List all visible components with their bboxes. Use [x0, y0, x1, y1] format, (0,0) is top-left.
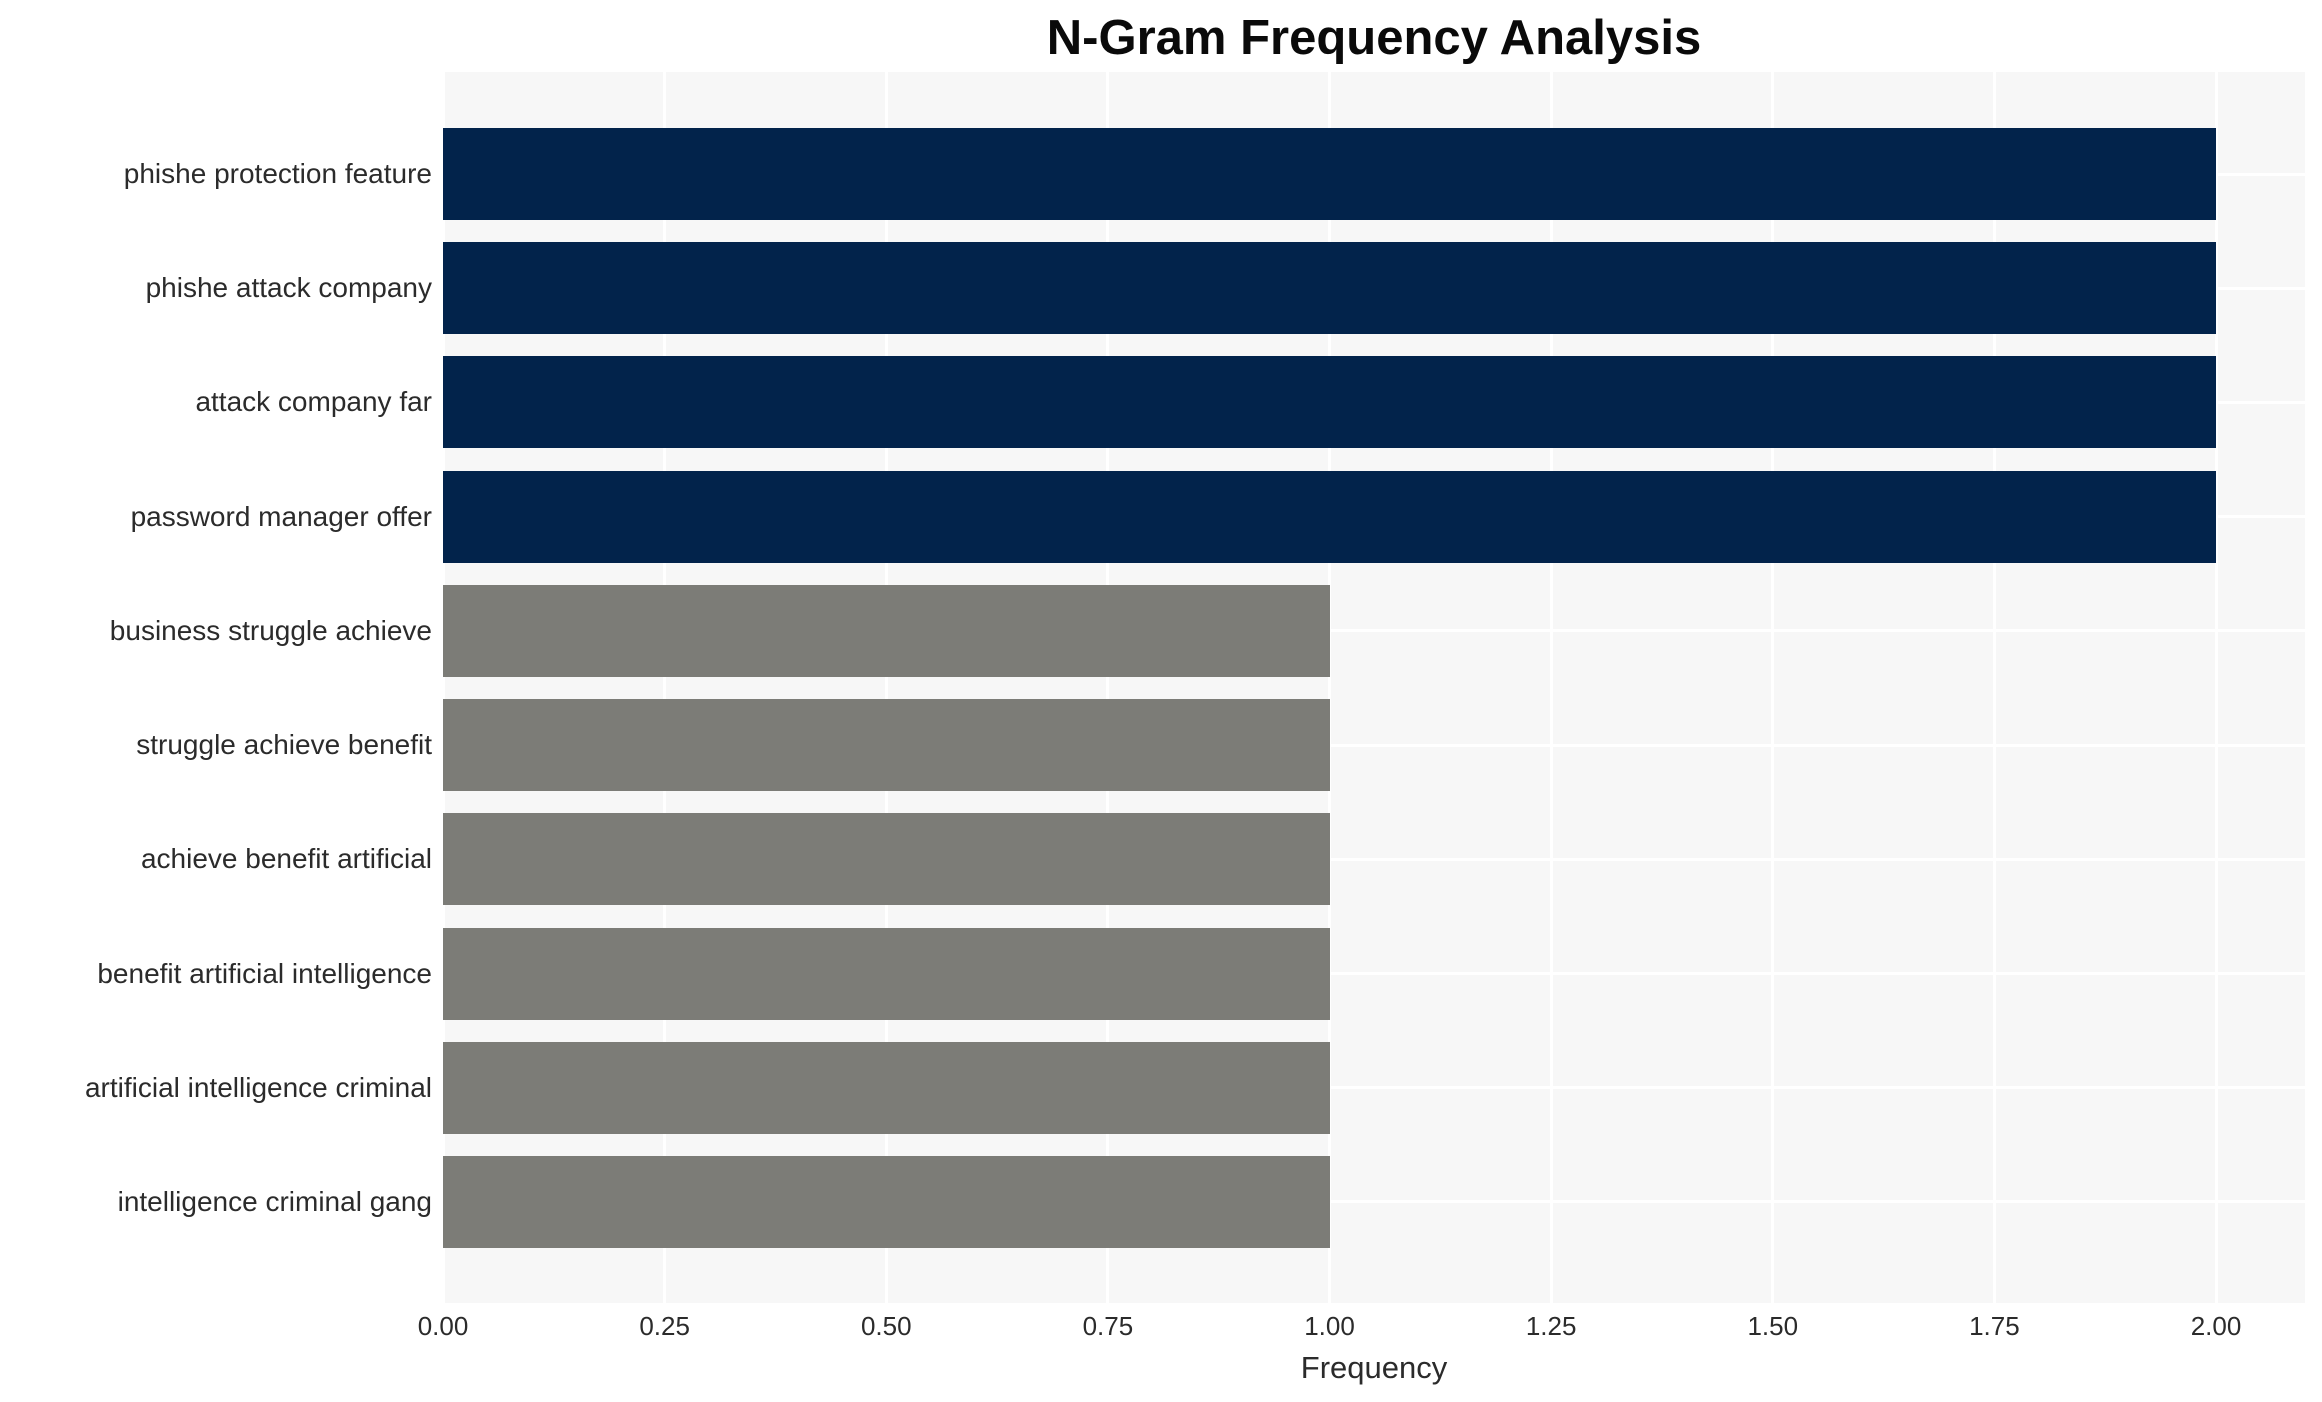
vertical-gridline	[2214, 72, 2218, 1303]
bar	[443, 1155, 1330, 1248]
vertical-gridline	[441, 72, 445, 1303]
horizontal-gridline	[443, 743, 2305, 747]
category-label: artificial intelligence criminal	[84, 1071, 432, 1103]
x-tick-label: 1.00	[1304, 1311, 1355, 1341]
bar	[443, 356, 2216, 449]
x-tick-label: 2.00	[2190, 1311, 2242, 1341]
vertical-gridline	[663, 72, 667, 1303]
category-label: phishe protection feature	[123, 158, 432, 189]
bar	[443, 242, 2216, 335]
x-axis-label: Frequency	[1300, 1350, 1448, 1385]
bar	[443, 699, 1330, 792]
vertical-gridline	[1106, 72, 1110, 1303]
x-tick-label: 0.25	[639, 1311, 690, 1341]
x-tick-label: 0.00	[417, 1311, 469, 1341]
chart-title: N-Gram Frequency Analysis	[1046, 11, 1702, 65]
category-label: intelligence criminal gang	[117, 1185, 432, 1217]
bar	[443, 584, 1330, 677]
category-label: phishe attack company	[145, 272, 432, 304]
x-tick-label: 1.75	[1969, 1311, 2020, 1341]
horizontal-gridline	[443, 972, 2305, 976]
vertical-gridline	[1992, 72, 1996, 1303]
bar	[443, 128, 2216, 220]
bar	[443, 927, 1330, 1020]
x-axis-tick-labels: 0.00 0.25 0.50 0.75 1.00 1.25 1.50 1.75 2.00	[418, 1311, 2305, 1343]
category-label: struggle achieve benefit	[136, 729, 432, 761]
x-tick-label: 1.25	[1525, 1311, 1577, 1341]
category-label: business struggle achieve	[109, 614, 432, 646]
horizontal-gridline	[443, 1200, 2305, 1204]
plot-area	[441, 72, 2305, 1303]
category-label: benefit artificial intelligence	[97, 957, 432, 989]
vertical-gridline	[1771, 72, 1775, 1303]
x-tick-label: 0.50	[860, 1311, 912, 1341]
horizontal-gridline	[443, 1086, 2305, 1090]
x-tick-label: 0.75	[1082, 1311, 1134, 1341]
bar	[443, 813, 1330, 906]
category-label: password manager offer	[130, 500, 432, 532]
bar	[443, 470, 2216, 563]
horizontal-gridline	[443, 857, 2305, 861]
category-label: achieve benefit artificial	[140, 843, 432, 875]
x-tick-label: 1.50	[1747, 1311, 1799, 1341]
vertical-gridline	[1328, 72, 1331, 1303]
vertical-gridline	[1549, 72, 1553, 1303]
y-axis-category-labels: phishe protection feature phishe attack c…	[0, 72, 443, 1303]
horizontal-gridline	[443, 629, 2305, 633]
category-label: attack company far	[195, 386, 432, 418]
bar	[443, 1041, 1330, 1134]
vertical-gridline	[884, 72, 888, 1303]
